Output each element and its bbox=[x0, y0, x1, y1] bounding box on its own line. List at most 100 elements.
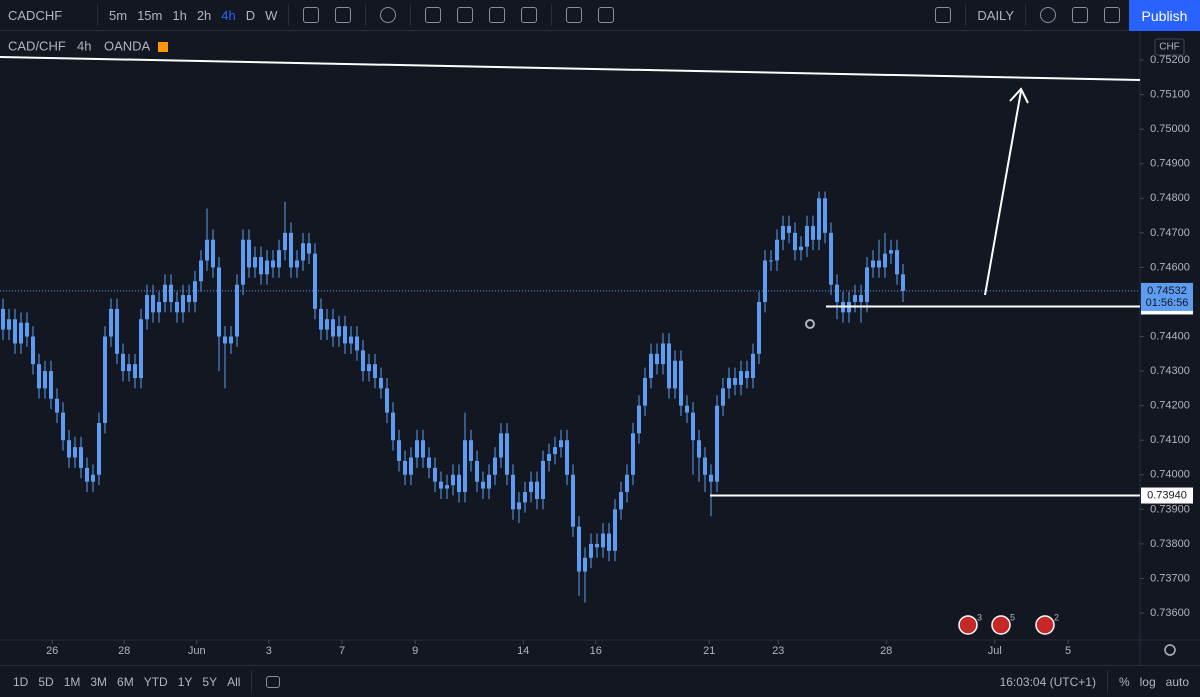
scale-option[interactable]: auto bbox=[1165, 674, 1189, 689]
snapshot-icon[interactable] bbox=[1104, 7, 1120, 23]
redo-icon[interactable] bbox=[598, 7, 615, 23]
scale-option[interactable]: log bbox=[1139, 674, 1156, 689]
y-tick-label: 0.73700 bbox=[1150, 572, 1190, 584]
x-tick-label: 23 bbox=[772, 645, 784, 657]
range-button[interactable]: 1M bbox=[63, 674, 81, 689]
candle-body bbox=[151, 295, 155, 313]
settings-icon[interactable] bbox=[1040, 7, 1056, 23]
y-tick-label: 0.74700 bbox=[1150, 227, 1190, 239]
candle-body bbox=[19, 322, 23, 344]
candle-body bbox=[763, 260, 767, 302]
top-toolbar: CADCHF 5m 15m 1h 2h 4h D W DAILY Publish bbox=[0, 0, 1200, 31]
alarm-icon[interactable] bbox=[805, 319, 815, 329]
candle-body bbox=[487, 474, 491, 489]
x-tick-label: Jul bbox=[988, 645, 1002, 657]
range-button[interactable]: 1D bbox=[13, 674, 29, 689]
range-button[interactable]: 5Y bbox=[202, 674, 218, 689]
fullscreen-icon[interactable] bbox=[1072, 7, 1088, 23]
candle-body bbox=[781, 225, 785, 240]
compare-icon[interactable] bbox=[380, 7, 397, 23]
candle-body bbox=[409, 457, 413, 475]
range-button[interactable]: 1Y bbox=[177, 674, 193, 689]
y-tick-label: 0.74600 bbox=[1150, 261, 1190, 273]
candle-body bbox=[133, 364, 137, 379]
candle-body bbox=[241, 239, 245, 285]
y-tick-label: 0.75200 bbox=[1150, 54, 1190, 66]
date-range-icon[interactable] bbox=[266, 675, 281, 688]
interval-button[interactable]: 2h bbox=[196, 7, 212, 23]
candle-body bbox=[439, 481, 443, 489]
candle-body bbox=[91, 474, 95, 482]
candle-body bbox=[223, 336, 227, 344]
templates-icon[interactable] bbox=[457, 7, 474, 23]
interval-button[interactable]: 4h bbox=[221, 7, 236, 23]
layout-name[interactable]: DAILY bbox=[977, 7, 1014, 23]
range-button[interactable]: All bbox=[227, 674, 241, 689]
candle-body bbox=[505, 433, 509, 475]
candle-body bbox=[895, 250, 899, 275]
undo-icon[interactable] bbox=[566, 7, 583, 23]
range-button[interactable]: 5D bbox=[38, 674, 54, 689]
candle-body bbox=[421, 440, 425, 458]
y-tick-label: 0.74000 bbox=[1150, 469, 1190, 481]
candle-body bbox=[169, 284, 173, 302]
x-tick-label: 7 bbox=[339, 645, 345, 657]
symbol-search[interactable]: CADCHF bbox=[8, 7, 63, 23]
candle-body bbox=[205, 239, 209, 261]
replay-icon[interactable] bbox=[521, 7, 538, 23]
y-tick-label: 0.73600 bbox=[1150, 607, 1190, 619]
event-count: 3 bbox=[977, 612, 982, 622]
publish-button[interactable]: Publish bbox=[1129, 0, 1200, 31]
candle-body bbox=[427, 457, 431, 468]
candle-body bbox=[745, 371, 749, 379]
candle-body bbox=[571, 474, 575, 527]
candle-body bbox=[577, 526, 581, 572]
candle-body bbox=[709, 474, 713, 482]
candle-body bbox=[703, 457, 707, 475]
bar-style-icon[interactable] bbox=[335, 7, 352, 23]
interval-button[interactable]: W bbox=[265, 7, 278, 23]
candle-body bbox=[313, 253, 317, 309]
candle-body bbox=[583, 557, 587, 572]
candle-body bbox=[523, 492, 527, 503]
candle-body bbox=[829, 232, 833, 285]
candle-body bbox=[199, 260, 203, 282]
indicators-icon[interactable] bbox=[425, 7, 442, 23]
chart-style-icon[interactable] bbox=[303, 7, 320, 23]
candle-body bbox=[565, 440, 569, 475]
event-badge bbox=[1035, 615, 1055, 635]
legend-source: OANDA bbox=[104, 38, 151, 53]
candle-body bbox=[139, 319, 143, 379]
candle-body bbox=[277, 250, 281, 268]
layout-icon[interactable] bbox=[935, 7, 952, 23]
y-tick-label: 0.75100 bbox=[1150, 89, 1190, 101]
range-button[interactable]: 6M bbox=[117, 674, 134, 689]
range-button[interactable]: YTD bbox=[143, 674, 168, 689]
candle-body bbox=[253, 257, 257, 268]
candle-body bbox=[883, 253, 887, 268]
candle-body bbox=[697, 440, 701, 458]
interval-button[interactable]: 15m bbox=[137, 7, 163, 23]
interval-button[interactable]: 5m bbox=[109, 7, 128, 23]
candle-body bbox=[691, 412, 695, 441]
separator bbox=[288, 4, 290, 26]
scale-option[interactable]: % bbox=[1118, 674, 1130, 689]
event-badge bbox=[958, 615, 978, 635]
interval-button[interactable]: D bbox=[245, 7, 256, 23]
y-tick-label: 0.74100 bbox=[1150, 434, 1190, 446]
interval-button[interactable]: 1h bbox=[172, 7, 187, 23]
candle-body bbox=[301, 243, 305, 261]
candle-body bbox=[481, 481, 485, 489]
candle-body bbox=[517, 502, 521, 510]
projection-arrow[interactable] bbox=[984, 90, 1022, 296]
settings-gear[interactable] bbox=[1164, 644, 1176, 656]
candle-body bbox=[655, 353, 659, 365]
level-label-box bbox=[1141, 487, 1193, 504]
candle-body bbox=[391, 412, 395, 441]
alert-icon[interactable] bbox=[489, 7, 506, 23]
candle-body bbox=[397, 440, 401, 461]
x-tick-label: 5 bbox=[1065, 645, 1071, 657]
candle-body bbox=[817, 198, 821, 240]
range-button[interactable]: 3M bbox=[90, 674, 108, 689]
trend-line[interactable] bbox=[0, 56, 1141, 81]
